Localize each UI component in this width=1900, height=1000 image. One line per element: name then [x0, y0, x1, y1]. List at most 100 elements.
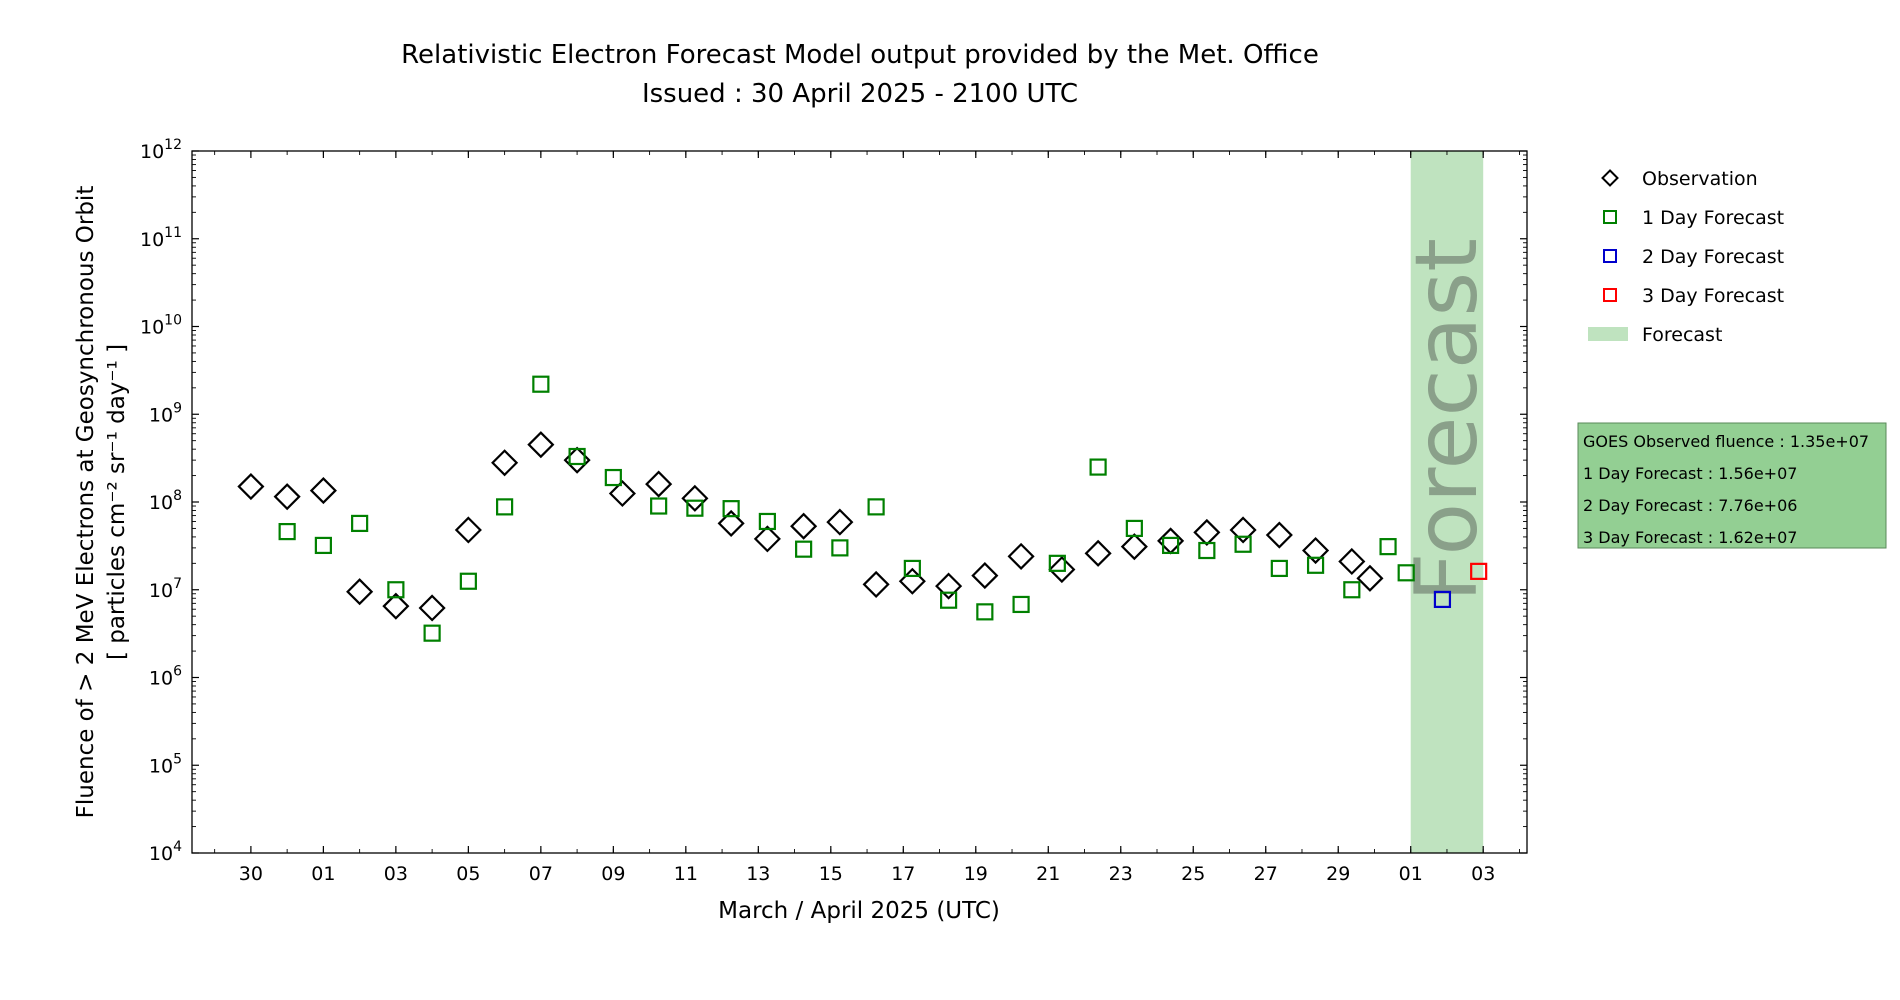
observation-point — [454, 516, 482, 544]
1-day-forecast-point — [976, 603, 994, 621]
1-day-forecast-point — [496, 498, 514, 516]
legend-label: 3 Day Forecast — [1642, 285, 1784, 307]
y-tick-label-base: 10 — [149, 755, 173, 777]
1-day-forecast-point — [387, 581, 405, 599]
legend-label: Forecast — [1642, 324, 1722, 346]
legend-swatch-3-day-forecast — [1603, 288, 1617, 302]
1-day-forecast-point — [1306, 556, 1325, 574]
y-tick-label-exponent: 10 — [164, 313, 182, 329]
1-day-forecast-point — [940, 591, 958, 609]
1-day-forecast-point — [758, 512, 776, 531]
y-tick-label: 108 — [149, 488, 182, 514]
info-box-line: 3 Day Forecast : 1.62e+07 — [1583, 528, 1797, 547]
y-tick-label-base: 10 — [149, 492, 173, 514]
1-day-forecast-point — [795, 540, 813, 558]
y-tick-label-exponent: 4 — [173, 839, 182, 855]
chart-title: Relativistic Electron Forecast Model out… — [401, 40, 1319, 70]
observation-point — [527, 431, 555, 459]
y-tick-label-exponent: 8 — [173, 488, 182, 504]
x-tick-label: 03 — [384, 863, 408, 885]
info-box-background — [1577, 422, 1887, 549]
observation-point — [1229, 516, 1257, 544]
observation-point — [826, 508, 854, 536]
observation-point — [1007, 542, 1035, 570]
1-day-forecast-point — [1012, 595, 1030, 614]
legend-swatch-forecast — [1588, 327, 1628, 341]
1-day-forecast-point — [1397, 564, 1415, 582]
y-tick-label: 1012 — [140, 137, 182, 163]
y-tick-label: 1010 — [140, 313, 182, 339]
observation-point — [790, 512, 818, 540]
y-tick-label-exponent: 5 — [173, 751, 182, 767]
observation-point — [1302, 536, 1330, 565]
x-tick-label: 25 — [1181, 863, 1205, 885]
plot-frame — [191, 150, 1528, 854]
observation-point — [1356, 564, 1384, 592]
forecast-band — [1410, 151, 1484, 853]
observation-point — [237, 472, 265, 501]
1-day-forecast-point — [604, 468, 622, 487]
y-tick-label-exponent: 7 — [173, 576, 182, 592]
y-tick-label-base: 10 — [140, 229, 164, 251]
observation-point — [681, 484, 709, 512]
observation-point — [1265, 521, 1293, 549]
x-tick-label: 09 — [601, 863, 625, 885]
info-box-line: GOES Observed fluence : 1.35e+07 — [1583, 432, 1869, 451]
1-day-forecast-point — [1198, 541, 1216, 560]
y-tick-label: 109 — [149, 400, 182, 426]
x-tick-label: 23 — [1109, 863, 1133, 885]
1-day-forecast-point — [1125, 519, 1143, 538]
y-tick-label-base: 10 — [149, 668, 173, 690]
x-tick-label: 27 — [1254, 863, 1278, 885]
forecast-band-label: Forecast — [1397, 238, 1497, 602]
legend-swatch-observation — [1601, 169, 1619, 187]
1-day-forecast-point — [1343, 581, 1361, 599]
1-day-forecast-point — [903, 559, 921, 578]
y-tick-label: 105 — [149, 751, 182, 777]
observation-point — [1120, 533, 1148, 561]
x-axis-label: March / April 2025 (UTC) — [718, 898, 1000, 924]
1-day-forecast-point — [1089, 458, 1107, 476]
1-day-forecast-point — [867, 498, 885, 516]
y-tick-label-base: 10 — [140, 141, 164, 163]
y-tick-label: 106 — [149, 664, 182, 690]
x-tick-label: 29 — [1326, 863, 1350, 885]
legend-label: 2 Day Forecast — [1642, 246, 1784, 268]
x-tick-label: 03 — [1471, 863, 1495, 885]
observation-point — [1084, 539, 1112, 567]
observation-point — [1193, 518, 1221, 546]
x-tick-label: 01 — [311, 863, 335, 885]
observation-point — [1048, 555, 1076, 584]
1-day-forecast-point — [1161, 536, 1180, 555]
info-box-line: 1 Day Forecast : 1.56e+07 — [1583, 464, 1797, 483]
observation-point — [608, 479, 636, 508]
x-tick-label: 05 — [456, 863, 480, 885]
y-tick-label-exponent: 12 — [164, 137, 182, 153]
info-box: GOES Observed fluence : 1.35e+07 1 Day Fo… — [1577, 422, 1887, 549]
legend-swatch-2-day-forecast — [1603, 249, 1617, 263]
1-day-forecast-point — [459, 572, 477, 590]
1-day-forecast-point — [686, 499, 704, 517]
plot-area: Forecast10410510610710810910101011101230… — [140, 137, 1527, 885]
1-day-forecast-point — [351, 514, 369, 533]
y-tick-label-base: 10 — [149, 580, 173, 602]
1-day-forecast-point — [532, 375, 550, 393]
observation-point — [309, 477, 337, 505]
observation-point — [491, 449, 519, 477]
observation-point — [753, 525, 781, 553]
observation-point — [382, 592, 410, 620]
1-day-forecast-point — [1379, 538, 1397, 556]
x-tick-label: 01 — [1399, 863, 1423, 885]
observation-point — [935, 572, 963, 600]
x-tick-label: 30 — [239, 863, 263, 885]
x-tick-label: 11 — [674, 863, 698, 885]
y-tick-label: 107 — [149, 576, 182, 602]
1-day-forecast-point — [831, 539, 849, 557]
1-day-forecast-point — [1270, 559, 1288, 578]
1-day-forecast-point — [314, 536, 332, 555]
observation-point — [273, 483, 301, 511]
y-tick-label-base: 10 — [149, 843, 173, 865]
1-day-forecast-point — [722, 500, 740, 518]
observation-point — [971, 562, 999, 590]
